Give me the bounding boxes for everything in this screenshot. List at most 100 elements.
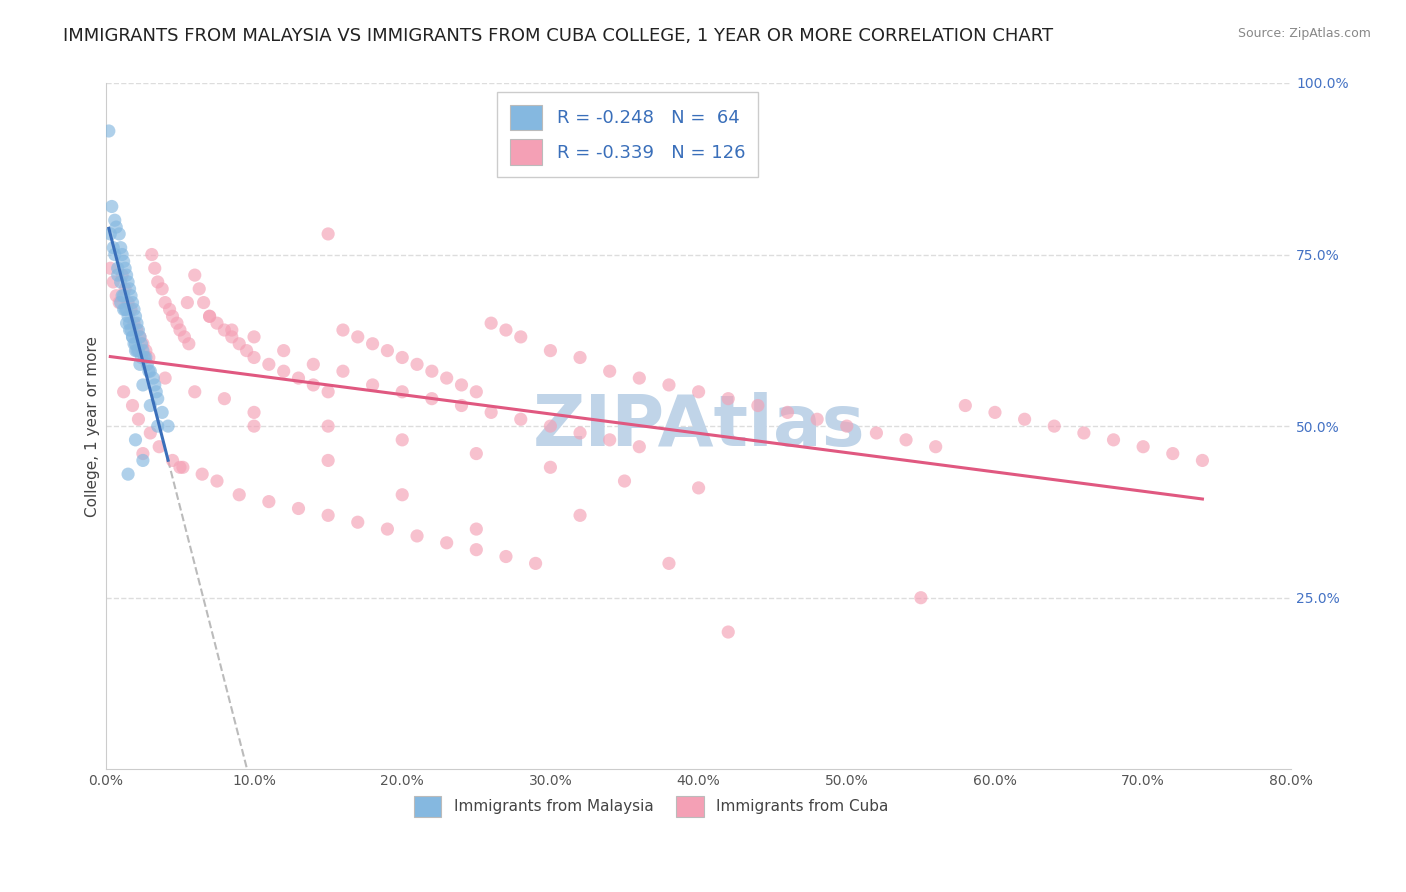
Point (273, 343, 295, 358)
Point (121, 295, 143, 310)
Point (153, 371, 176, 385)
Point (316, 419, 339, 434)
Point (125, 323, 148, 337)
Point (138, 351, 160, 365)
Point (121, 330, 143, 344)
Point (717, 392, 740, 406)
Point (243, 419, 266, 434)
Point (436, 536, 458, 550)
Point (112, 302, 135, 317)
Point (495, 323, 517, 337)
Point (104, 213, 127, 227)
Text: IMMIGRANTS FROM MALAYSIA VS IMMIGRANTS FROM CUBA COLLEGE, 1 YEAR OR MORE CORRELA: IMMIGRANTS FROM MALAYSIA VS IMMIGRANTS F… (63, 27, 1053, 45)
Point (406, 529, 429, 543)
Point (103, 241, 125, 255)
Point (121, 399, 143, 413)
Point (122, 316, 145, 330)
Point (131, 336, 153, 351)
Point (146, 419, 169, 434)
Point (465, 384, 488, 399)
Point (198, 310, 221, 324)
Point (538, 460, 561, 475)
Point (112, 384, 135, 399)
Point (112, 289, 135, 303)
Point (105, 289, 128, 303)
Point (184, 384, 207, 399)
Point (173, 330, 195, 344)
Point (117, 310, 139, 324)
Point (214, 323, 236, 337)
Point (406, 357, 429, 371)
Point (524, 557, 547, 571)
Point (257, 494, 280, 508)
Point (139, 364, 162, 378)
Point (146, 392, 169, 406)
Point (391, 351, 413, 365)
Point (124, 310, 146, 324)
Point (108, 295, 131, 310)
Point (111, 268, 134, 282)
Point (316, 508, 339, 523)
Point (150, 405, 173, 419)
Point (117, 295, 139, 310)
Point (159, 302, 181, 317)
Point (118, 282, 141, 296)
Point (717, 625, 740, 640)
Point (569, 425, 592, 440)
Point (1014, 412, 1036, 426)
Point (287, 371, 309, 385)
Point (420, 364, 443, 378)
Point (420, 392, 443, 406)
Point (465, 542, 488, 557)
Point (101, 199, 124, 213)
Point (132, 453, 155, 467)
Point (117, 275, 139, 289)
Point (115, 302, 138, 317)
Point (112, 254, 135, 268)
Point (1043, 419, 1066, 434)
Point (104, 247, 127, 261)
Point (145, 384, 167, 399)
Point (120, 289, 142, 303)
Point (153, 295, 176, 310)
Point (613, 474, 636, 488)
Text: Source: ZipAtlas.com: Source: ZipAtlas.com (1237, 27, 1371, 40)
Point (135, 343, 157, 358)
Point (157, 419, 180, 434)
Point (139, 399, 162, 413)
Point (125, 316, 148, 330)
Point (1191, 453, 1213, 467)
Point (120, 323, 142, 337)
Point (391, 433, 413, 447)
Point (122, 336, 145, 351)
Point (188, 282, 211, 296)
Point (287, 501, 309, 516)
Point (221, 323, 243, 337)
Point (332, 364, 354, 378)
Point (148, 440, 170, 454)
Point (129, 330, 152, 344)
Point (924, 440, 946, 454)
Point (150, 282, 173, 296)
Point (129, 330, 152, 344)
Point (110, 295, 132, 310)
Point (316, 453, 339, 467)
Point (191, 467, 214, 482)
Point (136, 357, 159, 371)
Point (257, 357, 280, 371)
Point (166, 316, 188, 330)
Point (111, 247, 134, 261)
Point (955, 399, 977, 413)
Point (132, 378, 155, 392)
Point (97, 124, 120, 138)
Point (747, 399, 769, 413)
Point (316, 384, 339, 399)
Point (98, 261, 121, 276)
Point (125, 343, 148, 358)
Point (302, 357, 325, 371)
Point (599, 433, 621, 447)
Point (436, 371, 458, 385)
Point (214, 392, 236, 406)
Point (122, 302, 145, 317)
Point (127, 343, 149, 358)
